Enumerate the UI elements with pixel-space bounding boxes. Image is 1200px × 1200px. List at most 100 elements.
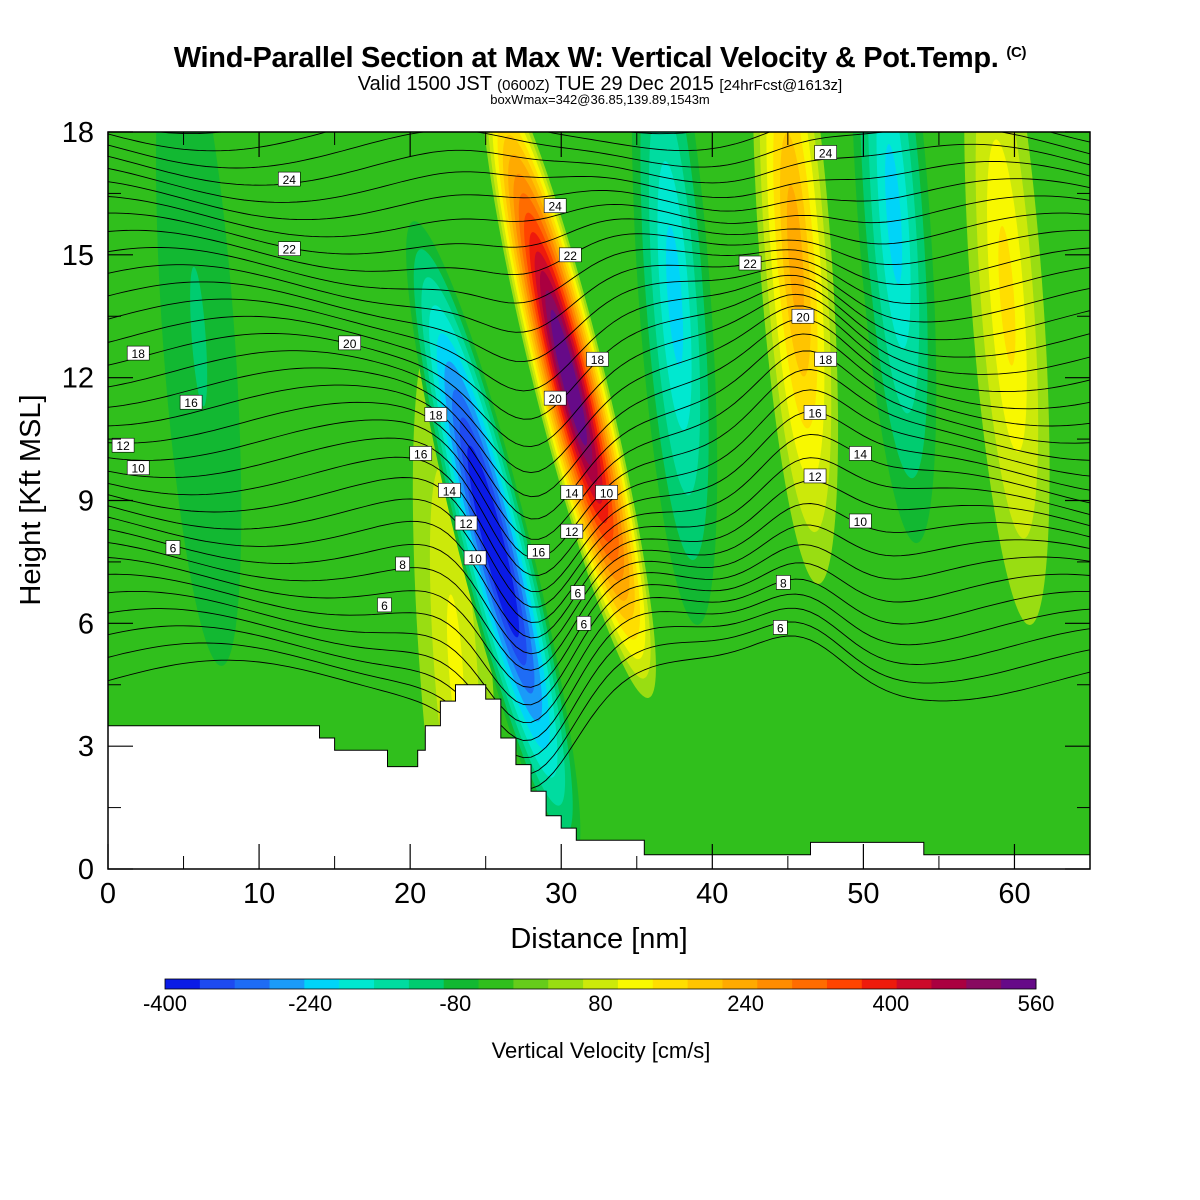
colorbar-swatch [757,979,793,989]
contour-label-text: 22 [564,249,578,263]
contour-label-text: 6 [581,617,588,631]
contour-label-text: 22 [283,243,297,257]
contour-label: 16 [409,446,433,461]
contour-label-text: 8 [780,576,787,590]
contour-label-text: 12 [459,517,473,531]
isentrope [108,457,1090,623]
contour-label: 14 [849,446,872,461]
y-axis-label: Height [Kft MSL] [15,394,47,605]
isentrope [108,562,1090,706]
colorbar-swatch [792,979,828,989]
y-tick-label: 9 [78,486,94,518]
isentrope [108,389,1090,576]
contour-label: 10 [849,513,872,529]
potential-temperature-contours [108,132,1090,790]
colorbar-swatch [304,979,340,989]
contour-label: 18 [814,351,837,367]
y-tick-label: 6 [78,608,94,640]
isentrope [108,433,1090,608]
isentrope [108,318,1090,498]
isentrope [108,266,1090,363]
contour-label-text: 6 [381,599,388,613]
isentrope [108,333,1090,520]
contour-label-text: 18 [591,353,605,367]
contour-label: 20 [338,335,362,351]
contour-label-text: 16 [184,396,198,410]
contour-label-text: 14 [565,486,579,500]
contour-label: 22 [277,241,301,257]
contour-label: 6 [772,620,788,635]
colorbar-swatch [583,979,619,989]
x-tick-label: 10 [243,878,275,910]
contour-label: 16 [803,405,827,420]
isentrope [108,480,1090,639]
contour-label: 6 [570,585,586,601]
contour-label-text: 24 [819,146,833,160]
colorbar-tick-label: -240 [288,991,332,1016]
contour-label-text: 24 [283,173,297,187]
y-tick-label: 18 [62,117,94,149]
y-tick-label: 3 [78,731,94,763]
contour-label: 8 [395,556,410,572]
isentrope [108,274,1090,392]
contour-label-text: 8 [399,558,406,572]
colorbar-swatch [513,979,549,989]
contour-label: 20 [791,308,815,324]
contour-label-text: 10 [600,486,614,500]
contour-label: 22 [738,255,762,271]
copyright-mark: (C) [1006,44,1027,61]
x-axis-label: Distance [nm] [510,923,687,955]
downdraft-core [155,132,242,666]
contour-label: 8 [776,575,791,590]
isentrope [108,132,1090,169]
contour-label: 22 [558,247,582,263]
axes: 0 10 20 30 40 50 60 0 3 6 9 12 15 18 [62,117,1090,910]
colorbar: -400 -240 -80 80 240 400 560 [143,978,1054,1016]
colorbar-tick-label: -80 [439,991,471,1016]
contour-label-text: 14 [443,484,457,498]
contour-label: 20 [543,390,567,406]
y-tick-label: 15 [62,240,94,272]
x-tick-label: 30 [545,878,577,910]
contour-label: 10 [463,550,487,566]
contour-label: 24 [814,145,837,160]
forecast-info: [24hrFcst@1613z] [719,77,843,94]
velocity-band [885,144,903,284]
terrain-mask [107,684,1091,870]
isentrope [108,524,1090,671]
valid-prefix: Valid 1500 JST [357,73,492,95]
isentrope [108,635,1090,790]
contour-label-text: 20 [343,337,357,351]
isentrope [108,621,1090,775]
contour-label-text: 16 [532,546,546,560]
isentrope [108,544,1090,688]
isentrope [108,178,1090,221]
contour-label-text: 18 [819,353,833,367]
contour-label: 10 [126,460,150,476]
colorbar-swatch [339,979,375,989]
colorbar-swatch [165,979,201,989]
colorbar-swatch [548,979,584,989]
contour-label-text: 16 [808,406,822,420]
colorbar-tick-label: -400 [143,991,187,1016]
contour-label: 14 [438,482,461,498]
valid-utc: (0600Z) [497,77,550,94]
colorbar-swatch [722,979,758,989]
y-tick-label: 0 [78,854,94,886]
colorbar-swatch [966,979,1002,989]
colorbar-swatch [861,979,898,989]
isentrope [108,607,1090,759]
box-info: boxWmax=342@36.85,139.89,1543m [490,92,710,107]
colorbar-swatch [617,979,654,989]
chart-title: Wind-Parallel Section at Max W: Vertical… [0,42,1200,75]
x-tick-label: 20 [394,878,426,910]
contour-label: 14 [560,485,584,500]
velocity-band [786,185,804,325]
contour-label-text: 12 [116,439,130,453]
colorbar-swatch [234,979,271,989]
colorbar-tick-label: 240 [727,991,764,1016]
isentrope [108,578,1090,724]
colorbar-swatch [826,979,863,989]
isentrope [108,161,1090,203]
colorbar-label: Vertical Velocity [cm/s] [492,1038,711,1063]
